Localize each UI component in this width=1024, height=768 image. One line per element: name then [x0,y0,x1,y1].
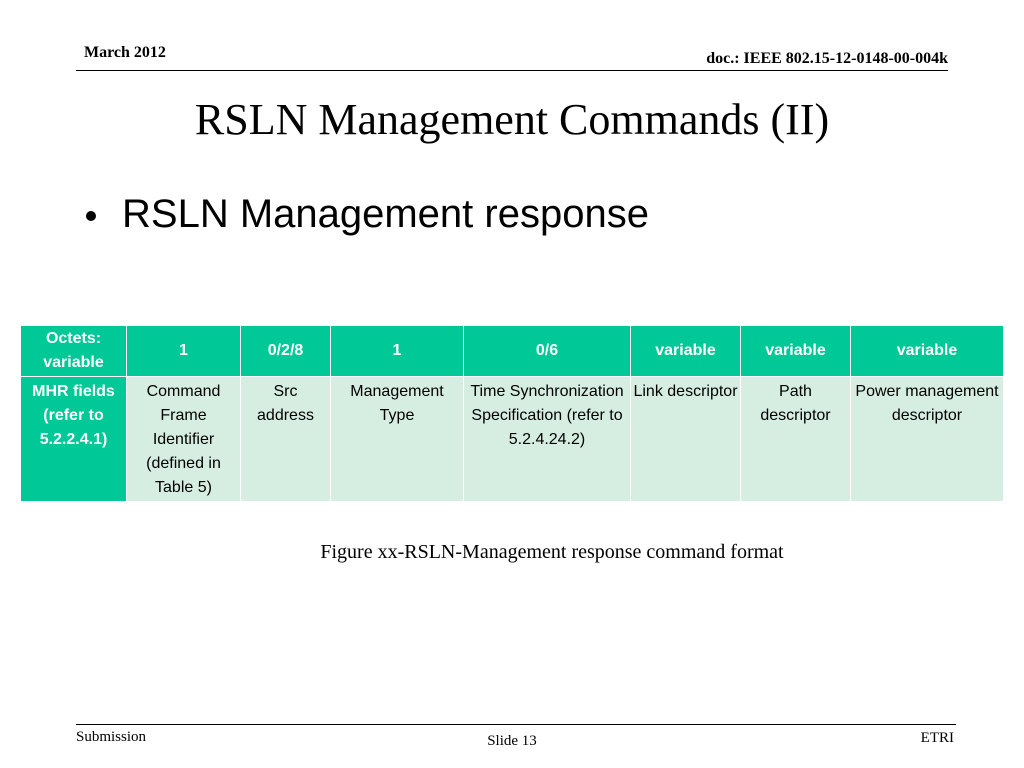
footer-slide-number: Slide 13 [487,733,537,749]
octets-cell: 1 [330,325,464,377]
octets-cell: variable [630,325,741,377]
octets-cell: 1 [126,325,241,377]
field-cell: Src address [240,376,331,502]
octets-cell: variable [740,325,851,377]
field-cell: Power management descriptor [850,376,1004,502]
slide-title: RSLN Management Commands (II) [194,95,830,144]
octets-cell: Octets: variable [20,325,127,377]
field-cell: Link descriptor [630,376,741,502]
footer-org: ETRI [920,730,954,746]
figure-caption: Figure xx-RSLN-Management response comma… [320,541,784,563]
header-date: March 2012 [84,44,166,61]
octets-cell: variable [850,325,1004,377]
octets-cell: 0/2/8 [240,325,331,377]
field-cell: Path descriptor [740,376,851,502]
octets-row: Octets: variable 1 0/2/8 1 0/6 variable … [20,325,1004,377]
header-divider [76,70,948,71]
octets-cell: 0/6 [463,325,631,377]
command-format-table: Octets: variable 1 0/2/8 1 0/6 variable … [20,325,1004,502]
bullet-text: RSLN Management response [122,192,649,236]
footer-divider [76,724,956,725]
field-cell: MHR fields (refer to 5.2.2.4.1) [20,376,127,502]
footer-submission: Submission [76,729,147,745]
header-doc-id: doc.: IEEE 802.15-12-0148-00-004k [706,50,948,67]
bullet-item: RSLN Management response [86,192,649,237]
field-cell: Time Synchronization Specification (refe… [463,376,631,502]
field-cell: Command Frame Identifier (defined in Tab… [126,376,241,502]
field-cell: Management Type [330,376,464,502]
fields-row: MHR fields (refer to 5.2.2.4.1) Command … [20,376,1004,502]
bullet-dot-icon [86,210,96,221]
